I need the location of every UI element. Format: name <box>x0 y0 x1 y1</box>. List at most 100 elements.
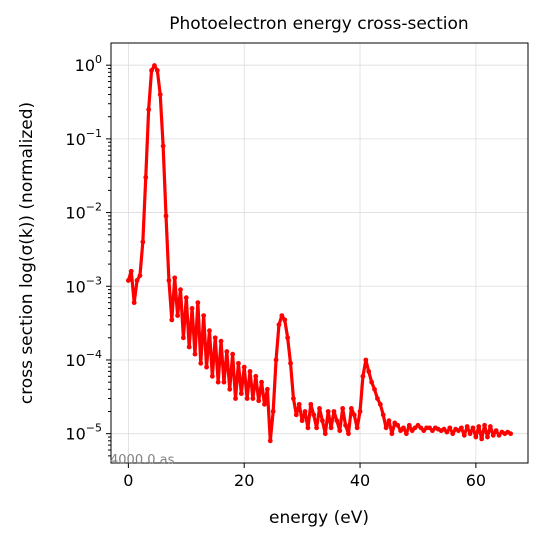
data-point <box>181 335 186 341</box>
data-point <box>166 278 172 283</box>
data-point <box>201 313 207 318</box>
data-point <box>317 406 322 411</box>
data-point <box>247 368 253 374</box>
data-point <box>302 409 308 414</box>
data-point <box>189 306 195 311</box>
data-layer <box>125 63 514 444</box>
data-point <box>351 412 357 418</box>
data-point <box>487 424 493 429</box>
y-tick-label: 10−5 <box>65 422 102 444</box>
data-point <box>227 386 233 392</box>
y-tick-label: 100 <box>75 53 102 75</box>
data-point <box>192 351 198 357</box>
data-point <box>305 425 311 431</box>
data-point <box>508 431 514 437</box>
data-point <box>131 300 137 306</box>
data-point <box>282 317 288 323</box>
grid-layer <box>111 43 528 463</box>
data-point <box>264 386 270 392</box>
data-point <box>288 360 293 366</box>
x-axis: 0 20 40 60 <box>123 463 486 490</box>
data-point <box>372 386 377 392</box>
data-point <box>308 401 314 407</box>
data-point <box>291 396 296 401</box>
data-point <box>403 431 409 437</box>
data-point <box>296 401 302 407</box>
data-point <box>175 313 181 318</box>
data-point <box>273 357 279 363</box>
data-point <box>406 422 412 428</box>
data-point <box>320 418 325 424</box>
data-point <box>328 425 334 431</box>
data-point <box>470 425 476 431</box>
data-point <box>357 409 363 414</box>
x-tick-label: 40 <box>350 471 370 490</box>
data-point <box>314 425 319 431</box>
data-point <box>461 432 467 438</box>
data-point <box>360 373 366 379</box>
data-point <box>267 438 273 444</box>
data-point <box>473 434 479 440</box>
data-point <box>128 268 134 274</box>
data-point <box>276 322 282 328</box>
data-point <box>343 422 348 428</box>
data-point <box>375 396 380 401</box>
x-tick-label: 60 <box>466 471 486 490</box>
x-tick-label: 0 <box>123 471 133 490</box>
data-point <box>157 92 163 97</box>
data-point <box>169 317 175 323</box>
data-point <box>233 396 238 401</box>
data-point <box>377 401 383 407</box>
data-point <box>467 431 473 437</box>
x-axis-label: energy (eV) <box>269 508 369 528</box>
data-point <box>137 273 143 278</box>
data-point <box>354 425 360 431</box>
y-axis-label: cross section log(σ(k)) (normalized) <box>17 102 37 404</box>
series-line <box>126 63 512 443</box>
data-point <box>363 357 369 363</box>
data-point <box>311 412 317 418</box>
data-point <box>479 436 485 442</box>
data-point <box>369 379 375 385</box>
data-point <box>154 67 160 73</box>
data-point <box>450 431 456 437</box>
data-point <box>195 300 201 306</box>
data-point <box>490 432 496 438</box>
data-point <box>395 422 401 428</box>
data-point <box>279 313 285 318</box>
data-point <box>238 391 244 396</box>
y-tick-label: 10−2 <box>65 201 102 223</box>
data-point <box>270 409 276 414</box>
data-point <box>230 351 236 357</box>
data-point <box>493 428 499 434</box>
data-point <box>293 412 299 418</box>
data-point <box>218 338 224 344</box>
data-point <box>125 278 131 283</box>
data-point <box>259 379 264 385</box>
data-point <box>140 239 146 245</box>
data-point <box>331 409 337 414</box>
data-point <box>183 295 189 301</box>
data-point <box>172 275 178 281</box>
data-point <box>476 424 482 429</box>
data-point <box>496 432 502 438</box>
data-point <box>236 360 241 366</box>
data-point <box>143 175 149 180</box>
data-point <box>346 431 351 437</box>
data-point <box>285 335 291 341</box>
data-point <box>441 426 447 432</box>
data-point <box>340 406 346 411</box>
data-point <box>386 418 392 424</box>
data-point <box>198 360 204 366</box>
data-point <box>244 396 250 401</box>
data-point <box>160 143 166 149</box>
y-tick-label: 10−4 <box>65 348 102 370</box>
data-point <box>212 335 218 341</box>
data-point <box>447 425 453 431</box>
data-point <box>224 349 230 354</box>
data-point <box>250 396 256 401</box>
data-point <box>325 409 331 414</box>
data-point <box>348 406 354 411</box>
data-point <box>459 425 464 431</box>
